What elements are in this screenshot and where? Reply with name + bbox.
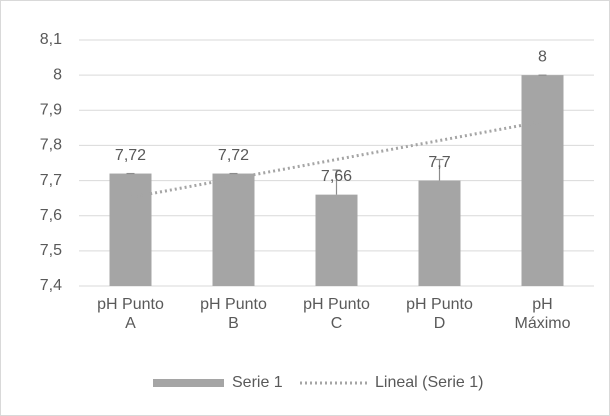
data-label: 7,72	[218, 147, 249, 164]
x-tick-label: pH Máximo	[514, 296, 571, 332]
data-label: 7,72	[115, 147, 146, 164]
data-label: 7,66	[321, 168, 352, 185]
y-tick-label: 8	[53, 66, 62, 83]
y-tick-label: 7,7	[40, 172, 62, 189]
x-tick-label: pH Punto D	[406, 296, 473, 332]
y-tick-label: 7,6	[40, 207, 62, 224]
bar	[521, 75, 564, 287]
bar	[315, 194, 358, 286]
data-label: 7,7	[428, 154, 450, 171]
y-tick-label: 8,1	[40, 31, 62, 48]
x-tick-label: pH Punto B	[200, 296, 267, 332]
y-tick-label: 7,8	[40, 137, 62, 154]
legend-swatch	[153, 379, 224, 387]
bar	[418, 180, 461, 286]
x-tick-label: pH Punto A	[97, 296, 164, 332]
legend-label: Serie 1	[232, 374, 283, 391]
bar	[109, 173, 152, 286]
data-label: 8	[538, 48, 547, 65]
bar	[212, 173, 255, 286]
y-tick-label: 7,5	[40, 242, 62, 259]
y-tick-label: 7,4	[40, 277, 62, 294]
legend-label: Lineal (Serie 1)	[375, 374, 484, 391]
y-tick-label: 7,9	[40, 102, 62, 119]
x-tick-label: pH Punto C	[303, 296, 370, 332]
